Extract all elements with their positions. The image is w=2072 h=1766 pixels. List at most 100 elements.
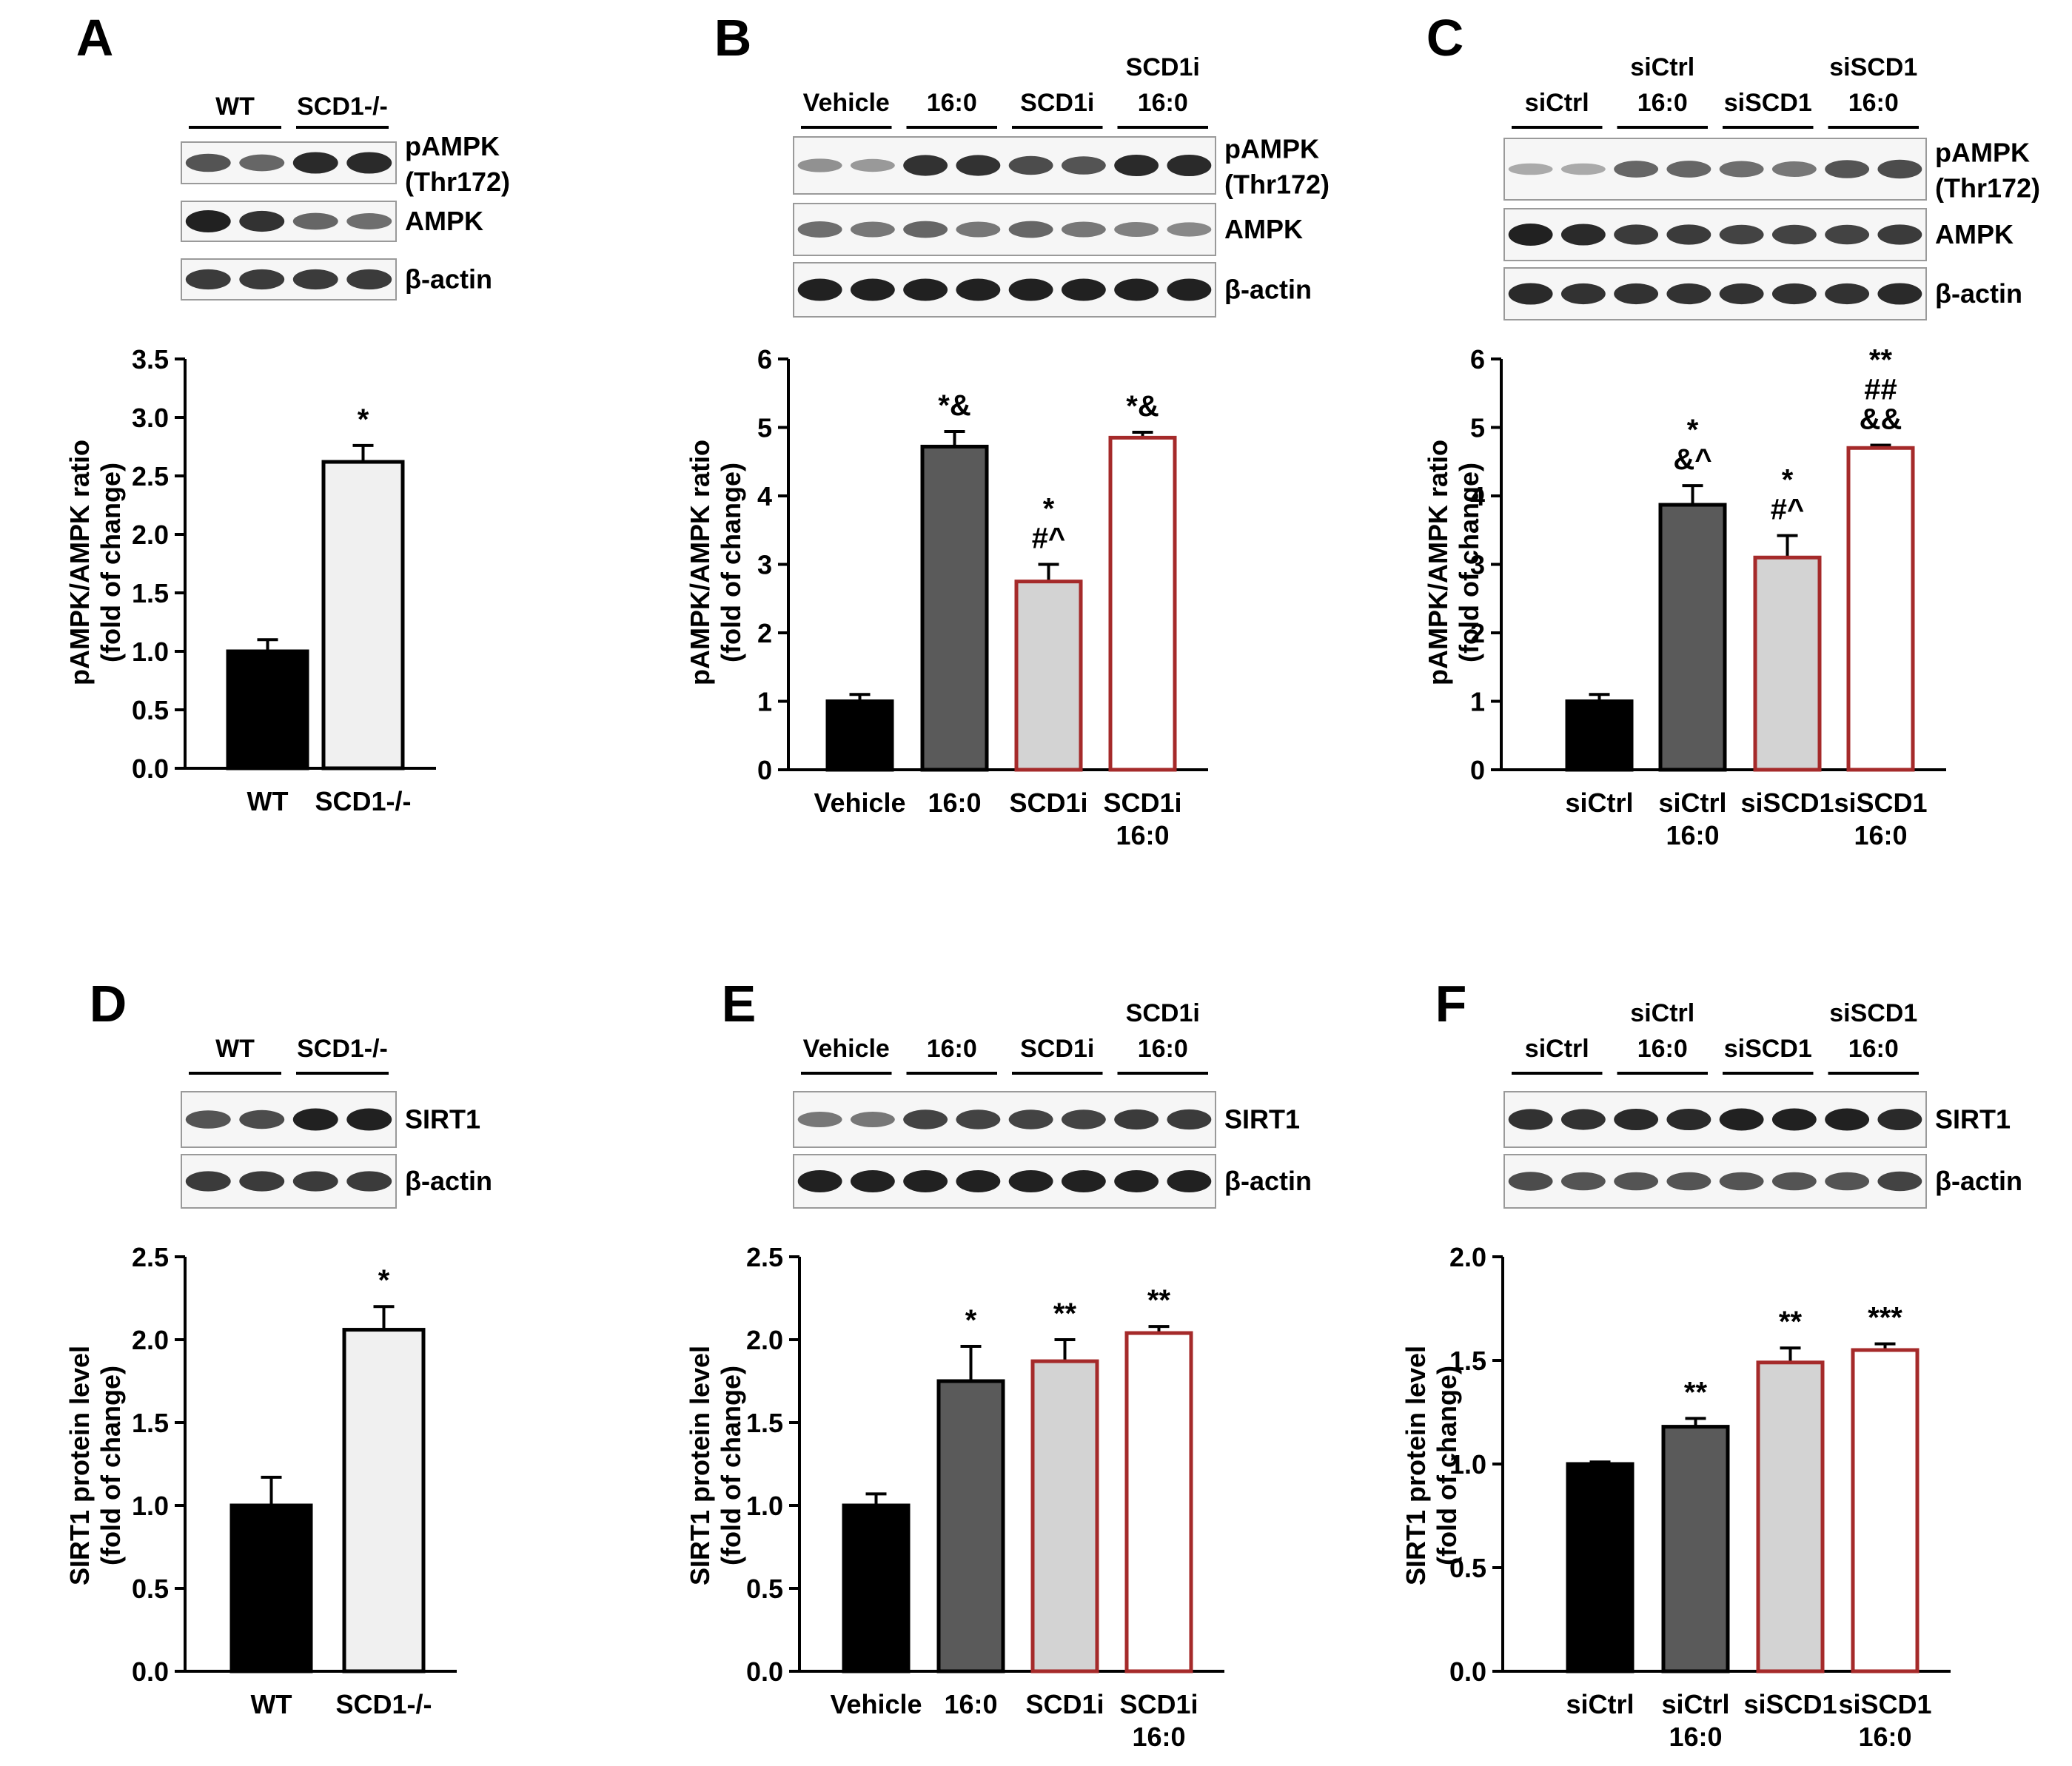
x-category-label: 16:0 (1858, 1722, 1911, 1752)
y-tick-label: 2.5 (746, 1242, 783, 1272)
blot-band (1008, 155, 1053, 175)
x-category-label: SCD1i (1103, 788, 1181, 818)
blot-band (292, 1171, 338, 1192)
blot-group-label: 16:0 (927, 89, 977, 117)
bar-scd1i (1014, 580, 1083, 772)
bar-sictrl (1566, 1462, 1635, 1673)
blot-row-label: β-actin (1935, 278, 2022, 309)
significance-mark: && (1860, 403, 1902, 436)
bar-scd1i-16-0 (1108, 435, 1177, 772)
blot-band (1061, 221, 1106, 238)
blot-band (1560, 283, 1606, 305)
blot-row-label: β-actin (405, 1166, 492, 1196)
x-category-label: siCtrl (1661, 1689, 1729, 1719)
blot-band (1666, 224, 1711, 245)
x-category-label: 16:0 (1116, 820, 1169, 850)
x-category-label: siCtrl (1658, 788, 1726, 818)
blot-group-label: SCD1-/- (297, 1035, 388, 1063)
blot-band (292, 152, 338, 174)
blot-band (797, 158, 842, 172)
x-category-label: Vehicle (814, 788, 905, 818)
blot-band (1008, 1109, 1053, 1129)
bar-chart: 0.0 0.5 1.0 1.5 2.0 2.5 3.0 3.5 pAMPK/AMPK ratio… (64, 344, 436, 816)
western-blot: Vehicle 16:0 SCD1i SCD1i 16:0 pAMPK (Thr172) AM… (793, 53, 1330, 318)
blot-band (903, 278, 948, 301)
blot-row-label: pAMPK (1935, 138, 2030, 168)
blot-band (1008, 1170, 1053, 1192)
y-axis-label: (fold of change) (1432, 1366, 1462, 1565)
bar-siscd1-16-0 (1846, 446, 1915, 772)
y-tick-label: 2.5 (132, 1242, 169, 1272)
blot-group-label: 16:0 (1848, 1035, 1899, 1063)
blot-band (797, 1170, 842, 1192)
blot-band (1666, 283, 1711, 305)
y-tick-label: 0.0 (132, 1656, 169, 1687)
panel-A: A WT SCD1-/- pAMPK (Thr172) AMPK β-actin 0.0 0.5… (64, 9, 510, 816)
blot-band (1719, 161, 1764, 178)
blot-band (1825, 283, 1870, 305)
x-category-label: siCtrl (1565, 788, 1633, 818)
panel-letter: F (1435, 975, 1467, 1033)
y-tick-label: 4 (757, 481, 772, 511)
blot-band (956, 1109, 1001, 1129)
significance-mark: ** (1869, 344, 1893, 377)
y-axis-label: SIRT1 protein level (685, 1346, 715, 1585)
blot-band (1719, 1172, 1764, 1191)
blot-group-label: siCtrl (1525, 1035, 1589, 1063)
blot-row-label: (Thr172) (405, 167, 510, 197)
bar-chart: 0 1 2 3 4 5 6 pAMPK/AMPK ratio (fold of change) V… (685, 344, 1208, 850)
y-tick-label: 2.0 (1449, 1242, 1486, 1272)
bar-chart: 0.0 0.5 1.0 1.5 2.0 2.5 SIRT1 protein level (fo… (64, 1242, 457, 1719)
blot-group-label: SCD1i (1020, 89, 1094, 117)
blot-band (185, 1171, 231, 1192)
blot-band (1008, 278, 1053, 301)
blot-group-label: SCD1-/- (297, 93, 388, 121)
y-axis-label: (fold of change) (95, 463, 126, 662)
blot-band (850, 1170, 895, 1192)
y-tick-label: 6 (757, 344, 772, 375)
blot-band (1614, 1172, 1659, 1191)
bar-wt (226, 649, 309, 770)
panel-letter: A (76, 9, 114, 67)
significance-mark: * (1043, 493, 1055, 526)
blot-group-label: Vehicle (803, 89, 890, 117)
blot-band (185, 269, 231, 290)
blot-group-label: SCD1i (1126, 999, 1200, 1027)
y-tick-label: 6 (1470, 344, 1485, 375)
x-category-label: siSCD1 (1834, 788, 1927, 818)
blot-band (1560, 224, 1606, 246)
x-category-label: 16:0 (928, 788, 981, 818)
blot-band (346, 1108, 392, 1131)
x-category-label: siSCD1 (1743, 1689, 1837, 1719)
x-category-label: WT (251, 1689, 292, 1719)
bar-vehicle (825, 699, 894, 772)
blot-group-label: 16:0 (927, 1035, 977, 1063)
blot-band (292, 1108, 338, 1131)
blot-band (797, 278, 842, 301)
y-tick-label: 3.0 (132, 403, 169, 433)
y-tick-label: 4 (1470, 481, 1485, 511)
y-tick-label: 1.0 (746, 1491, 783, 1521)
blot-band (797, 221, 842, 238)
y-tick-label: 1.0 (1449, 1449, 1486, 1480)
significance-mark: &^ (1673, 443, 1711, 476)
blot-band (1508, 1172, 1553, 1191)
bar-chart: 0.0 0.5 1.0 1.5 2.0 SIRT1 protein level (fold … (1401, 1242, 1951, 1752)
significance-mark: ** (1684, 1376, 1708, 1409)
blot-band (1508, 224, 1553, 246)
y-tick-label: 1.0 (132, 637, 169, 667)
significance-mark: * (1687, 414, 1699, 446)
blot-band (346, 213, 392, 229)
significance-mark: ** (1147, 1284, 1171, 1317)
blot-group-label: siCtrl (1630, 53, 1694, 81)
blot-group-label: SCD1i (1020, 1035, 1094, 1063)
blot-band (1560, 163, 1606, 175)
blot-band (850, 1112, 895, 1127)
x-category-label: siCtrl (1566, 1689, 1634, 1719)
y-tick-label: 2.0 (746, 1325, 783, 1355)
bar-vehicle (842, 1503, 911, 1673)
blot-band (956, 278, 1001, 301)
bar-chart: 0 1 2 3 4 5 6 pAMPK/AMPK ratio (fold of change) s… (1423, 344, 1946, 850)
blot-band (1508, 1109, 1553, 1130)
